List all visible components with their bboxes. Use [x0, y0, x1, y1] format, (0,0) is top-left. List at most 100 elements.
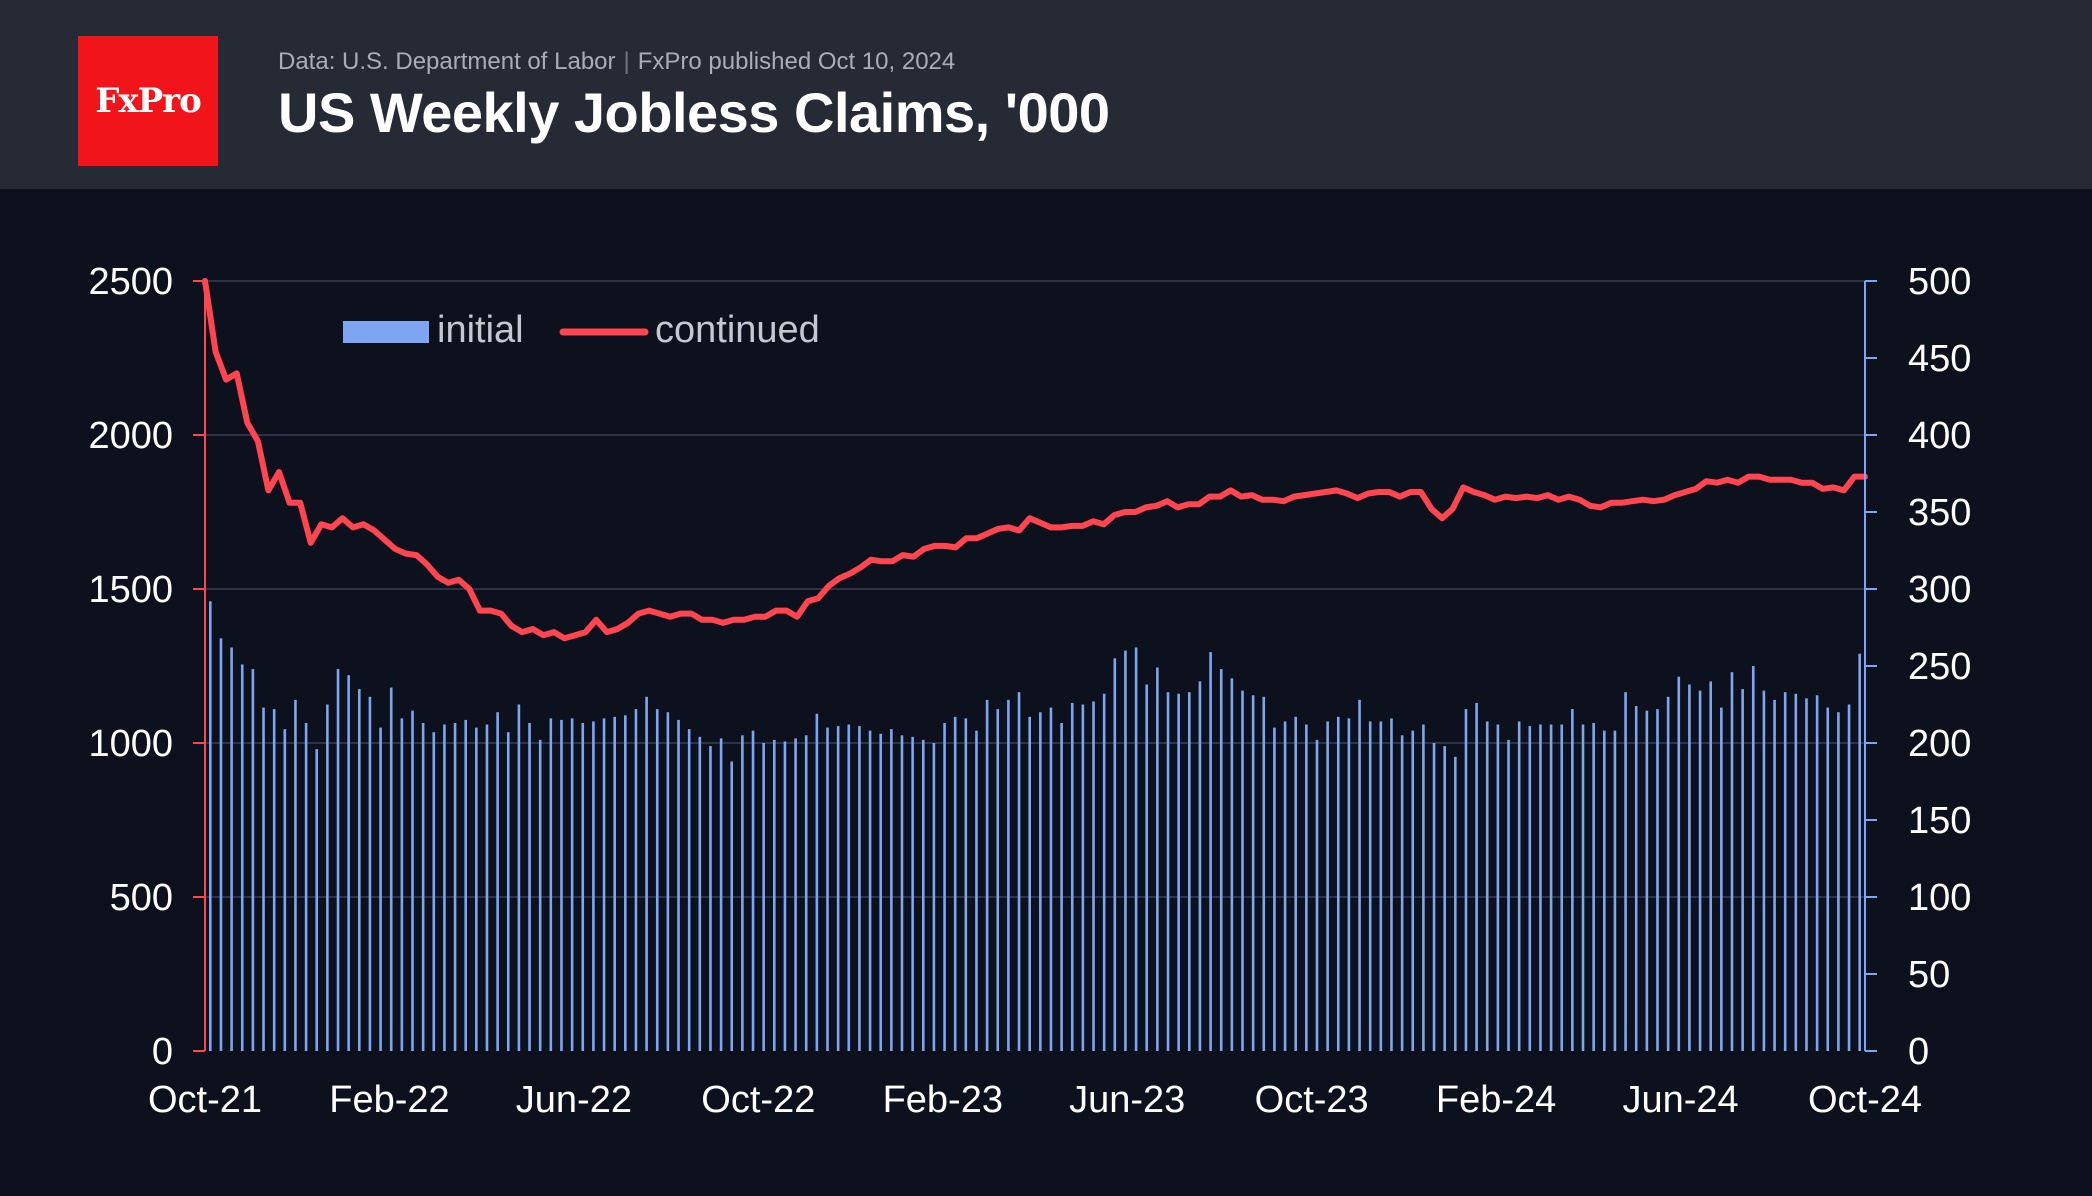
- initial-bar: [804, 735, 808, 1051]
- initial-bar: [411, 710, 414, 1051]
- initial-bar: [1411, 730, 1415, 1051]
- initial-bar: [847, 724, 851, 1051]
- initial-bar: [655, 709, 659, 1051]
- initial-bar: [1677, 676, 1681, 1051]
- x-tick-label: Jun-22: [516, 1079, 632, 1121]
- right-tick-label: 150: [1908, 800, 1971, 842]
- initial-bar: [1379, 721, 1383, 1051]
- chart-title: US Weekly Jobless Claims, '000: [278, 81, 1110, 144]
- initial-bar: [1730, 672, 1734, 1051]
- initial-bar: [975, 730, 978, 1051]
- initial-bar: [1092, 701, 1095, 1051]
- grid-lines: [205, 280, 1865, 898]
- initial-bar: [1230, 678, 1234, 1051]
- initial-bar: [1656, 709, 1659, 1051]
- initial-bar: [1720, 707, 1723, 1051]
- initial-bar: [443, 724, 446, 1051]
- initial-bar: [1847, 704, 1851, 1051]
- initial-bar: [1209, 652, 1212, 1051]
- initial-bar: [1241, 690, 1244, 1051]
- initial-bar: [464, 719, 468, 1051]
- right-tick-label: 300: [1908, 569, 1971, 611]
- right-tick-label: 50: [1908, 954, 1950, 996]
- initial-bar: [1624, 692, 1627, 1051]
- initial-bar: [1666, 696, 1670, 1051]
- separator: |: [623, 48, 630, 75]
- left-tick-label: 0: [152, 1031, 173, 1073]
- initial-bar: [1815, 695, 1819, 1051]
- initial-bar: [868, 730, 872, 1051]
- initial-bar: [570, 718, 574, 1051]
- x-tick-label: Feb-23: [883, 1079, 1003, 1121]
- initial-bar: [815, 713, 819, 1051]
- right-tick-label: 200: [1908, 723, 1971, 765]
- fxpro-logo: FxPro: [78, 36, 218, 166]
- x-tick-label: Feb-22: [329, 1079, 449, 1121]
- initial-bar: [1400, 735, 1404, 1051]
- initial-bar: [1273, 727, 1276, 1051]
- initial-bar: [294, 699, 297, 1051]
- initial-bar: [1773, 699, 1776, 1051]
- initial-claims-bars: [209, 601, 1861, 1051]
- initial-bar: [719, 738, 723, 1051]
- legend-initial-swatch: [343, 321, 429, 343]
- initial-bar: [1751, 666, 1755, 1051]
- left-tick-label: 1500: [88, 569, 173, 611]
- initial-bar: [517, 704, 521, 1051]
- initial-bar: [964, 718, 968, 1051]
- initial-bar: [1017, 692, 1021, 1051]
- initial-bar: [602, 718, 606, 1051]
- initial-bar: [1124, 650, 1127, 1051]
- initial-bar: [1592, 722, 1595, 1051]
- x-tick-label: Feb-24: [1436, 1079, 1556, 1121]
- x-tick-label: Oct-24: [1808, 1079, 1922, 1121]
- initial-bar: [1602, 730, 1606, 1051]
- initial-bar: [1634, 706, 1638, 1051]
- initial-bar: [996, 709, 1000, 1051]
- data-source: Data: U.S. Department of Labor: [278, 48, 616, 75]
- initial-bar: [506, 732, 510, 1051]
- initial-bar: [1390, 718, 1393, 1051]
- initial-bar: [1581, 724, 1585, 1051]
- initial-bar: [624, 715, 627, 1051]
- x-tick-label: Oct-21: [148, 1079, 262, 1121]
- initial-bar: [879, 733, 883, 1051]
- initial-bar: [1007, 699, 1010, 1051]
- initial-bar: [219, 638, 223, 1051]
- header-bar: FxPro Data: U.S. Department of Labor | FxP…: [0, 0, 2092, 189]
- initial-bar: [890, 729, 893, 1051]
- initial-bar: [943, 722, 946, 1051]
- initial-bar: [911, 736, 914, 1051]
- initial-bar: [400, 718, 404, 1051]
- initial-bar: [900, 735, 904, 1051]
- continued-series-line: [202, 278, 1868, 642]
- initial-bar: [1645, 710, 1649, 1051]
- logo-text: FxPro: [95, 81, 202, 121]
- legend: initial continued: [343, 309, 820, 351]
- x-tick-label: Oct-22: [701, 1079, 815, 1121]
- initial-bar: [528, 722, 531, 1051]
- initial-bar: [1826, 707, 1830, 1051]
- continued-claims-line: [202, 278, 1868, 642]
- source-line: Data: U.S. Department of Labor | FxPro pub…: [278, 48, 955, 76]
- published-date: FxPro published Oct 10, 2024: [637, 48, 956, 75]
- initial-bar: [1049, 707, 1053, 1051]
- initial-bar: [1475, 702, 1478, 1051]
- initial-bar: [347, 675, 350, 1051]
- initial-bar: [1422, 724, 1425, 1051]
- initial-bar: [1464, 709, 1468, 1051]
- initial-bar: [230, 647, 233, 1051]
- initial-bar: [485, 724, 489, 1051]
- initial-bar: [581, 722, 585, 1051]
- initial-bar: [1081, 704, 1085, 1051]
- initial-bar: [1485, 721, 1489, 1051]
- legend-initial-label: initial: [437, 309, 524, 351]
- initial-bar: [1177, 693, 1180, 1051]
- initial-bar: [826, 727, 829, 1051]
- initial-bar: [762, 743, 765, 1051]
- initial-bar: [262, 707, 265, 1051]
- initial-bar: [1858, 653, 1861, 1051]
- initial-bar: [1102, 693, 1106, 1051]
- initial-bar: [1783, 692, 1787, 1051]
- right-tick-label: 450: [1908, 338, 1971, 380]
